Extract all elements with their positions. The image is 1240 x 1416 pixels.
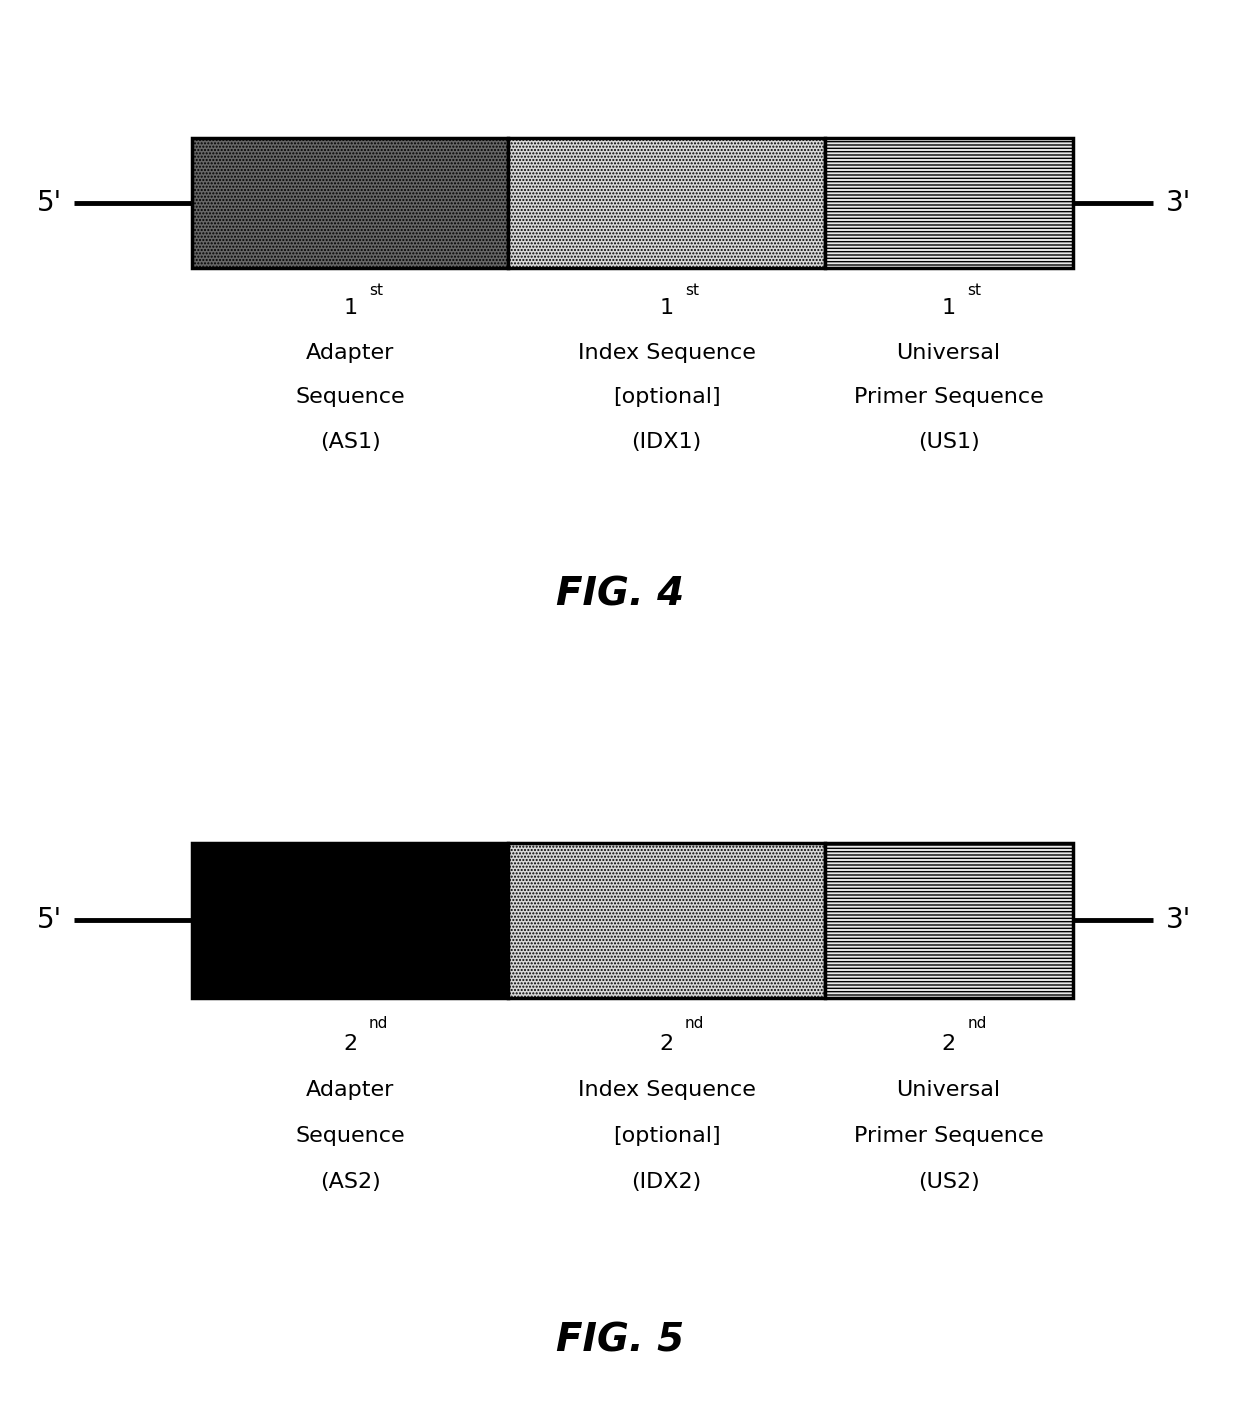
Text: 1: 1	[660, 299, 673, 319]
Text: 1: 1	[941, 299, 956, 319]
Text: Primer Sequence: Primer Sequence	[853, 1126, 1044, 1146]
Text: [optional]: [optional]	[613, 1126, 720, 1146]
Text: Index Sequence: Index Sequence	[578, 1079, 755, 1100]
Text: (US2): (US2)	[918, 1172, 980, 1192]
Text: Universal: Universal	[897, 343, 1001, 362]
Text: [optional]: [optional]	[613, 388, 720, 408]
Bar	[192, 137, 508, 269]
Bar	[825, 843, 1073, 998]
Text: Primer Sequence: Primer Sequence	[853, 388, 1044, 408]
Text: st: st	[684, 283, 699, 299]
Text: 3': 3'	[1166, 190, 1190, 217]
Text: 1: 1	[343, 299, 357, 319]
Bar	[508, 137, 825, 269]
Text: 5': 5'	[37, 190, 62, 217]
Text: nd: nd	[967, 1017, 987, 1031]
Text: Sequence: Sequence	[295, 388, 405, 408]
Text: FIG. 4: FIG. 4	[556, 575, 684, 613]
Text: (US1): (US1)	[918, 432, 980, 452]
Text: (IDX1): (IDX1)	[631, 432, 702, 452]
Text: Adapter: Adapter	[306, 1079, 394, 1100]
Text: Adapter: Adapter	[306, 343, 394, 362]
Text: 2: 2	[343, 1034, 357, 1054]
Text: 5': 5'	[37, 906, 62, 935]
Text: Sequence: Sequence	[295, 1126, 405, 1146]
Bar	[825, 137, 1073, 269]
Text: 3': 3'	[1166, 906, 1190, 935]
Bar	[508, 843, 825, 998]
Text: st: st	[967, 283, 981, 299]
Text: nd: nd	[370, 1017, 388, 1031]
Text: (AS1): (AS1)	[320, 432, 381, 452]
Text: 2: 2	[941, 1034, 956, 1054]
Text: Universal: Universal	[897, 1079, 1001, 1100]
Text: st: st	[370, 283, 383, 299]
Text: FIG. 5: FIG. 5	[556, 1321, 684, 1359]
Bar	[192, 843, 508, 998]
Text: (AS2): (AS2)	[320, 1172, 381, 1192]
Text: Index Sequence: Index Sequence	[578, 343, 755, 362]
Text: nd: nd	[684, 1017, 704, 1031]
Text: 2: 2	[660, 1034, 673, 1054]
Text: (IDX2): (IDX2)	[631, 1172, 702, 1192]
